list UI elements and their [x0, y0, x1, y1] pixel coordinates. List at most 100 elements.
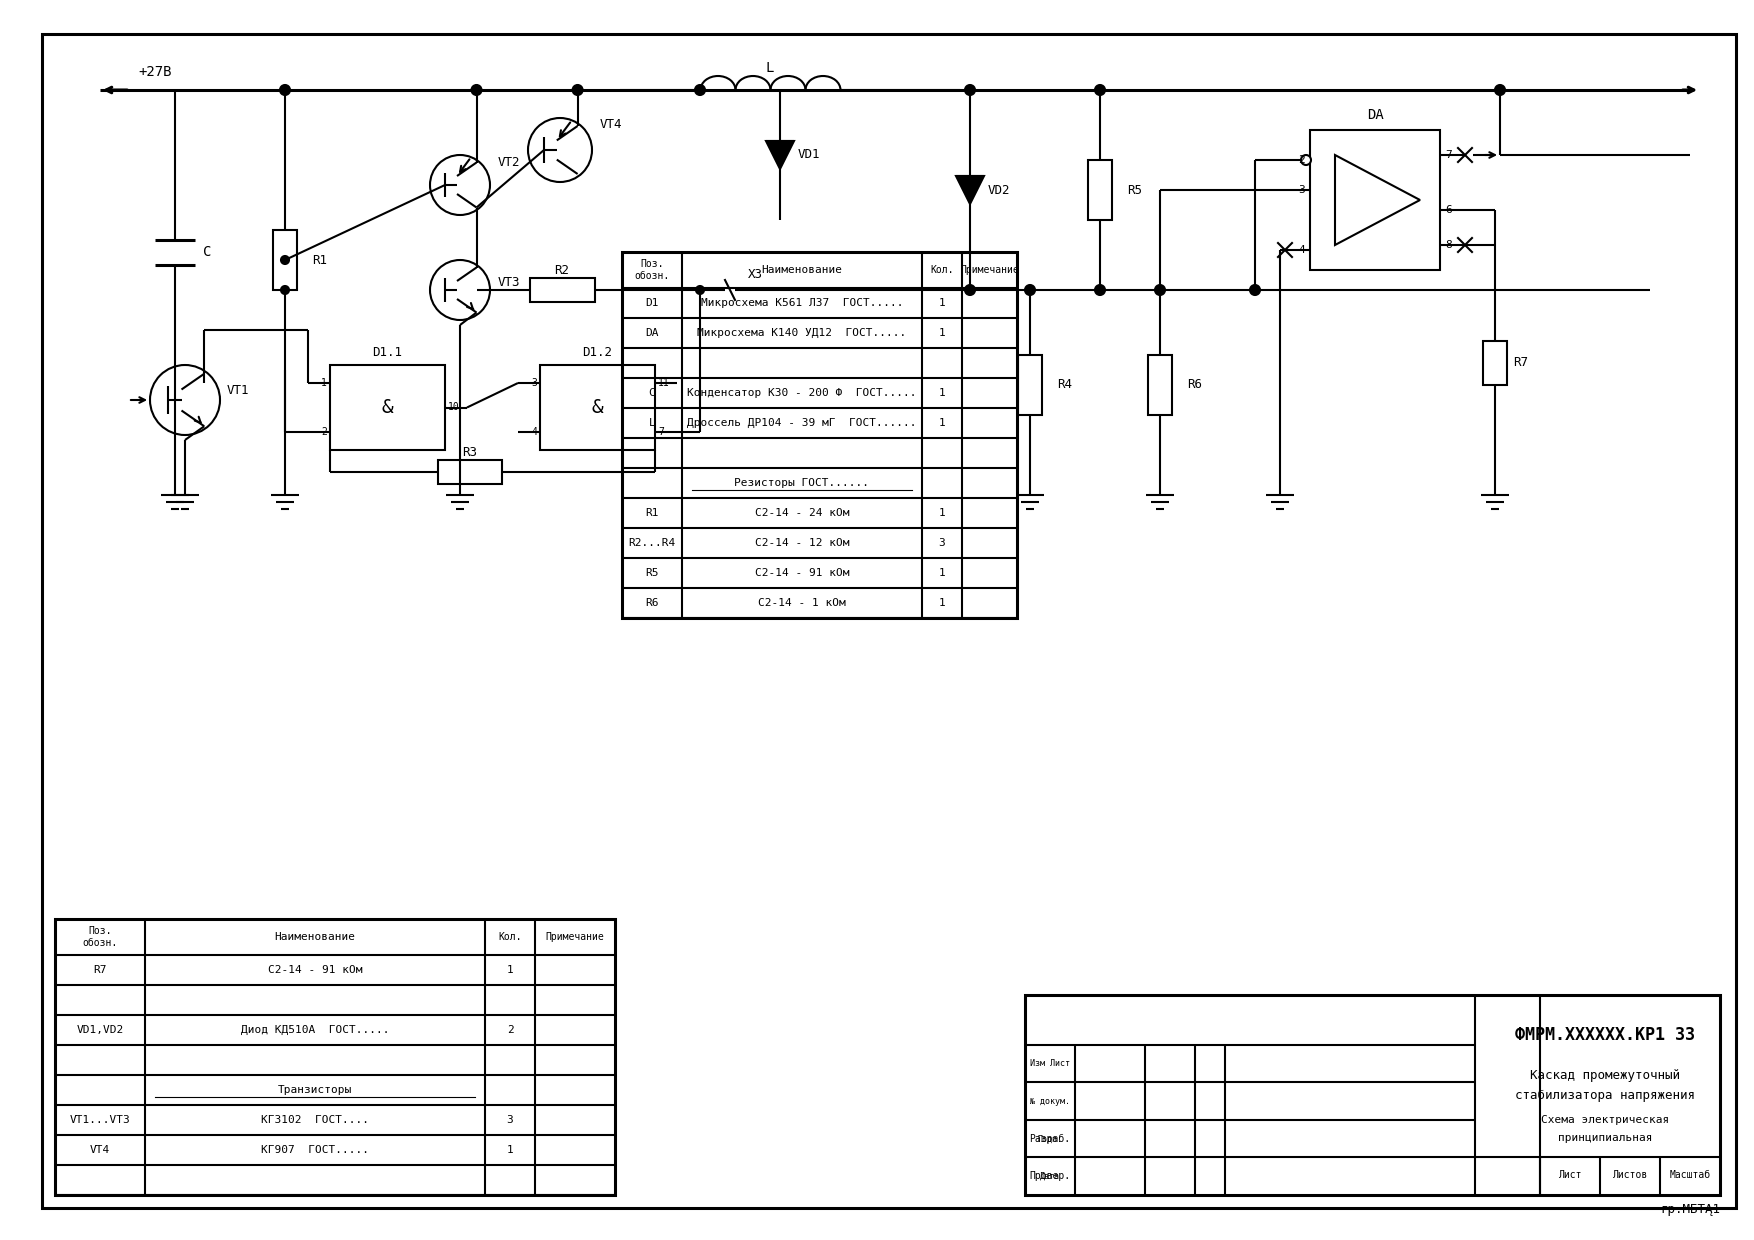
Text: принципиальная: принципиальная: [1558, 1133, 1652, 1143]
Bar: [54, 919, 616, 1195]
Text: Транзисторы: Транзисторы: [277, 1085, 353, 1095]
Text: VT2: VT2: [498, 156, 521, 170]
Text: 1: 1: [938, 598, 945, 608]
Text: 1: 1: [507, 965, 514, 975]
Text: VT3: VT3: [498, 275, 521, 289]
Text: 1: 1: [938, 388, 945, 398]
Text: R2...R4: R2...R4: [628, 538, 675, 548]
Circle shape: [1301, 155, 1310, 165]
Text: D1.2: D1.2: [582, 346, 612, 358]
Text: 2: 2: [1298, 155, 1305, 165]
Bar: [1149, 355, 1172, 415]
Text: C2-14 - 12 кОм: C2-14 - 12 кОм: [754, 538, 849, 548]
Text: VT1...VT3: VT1...VT3: [70, 1115, 130, 1125]
Text: VD1,VD2: VD1,VD2: [77, 1025, 123, 1035]
Text: 1: 1: [938, 568, 945, 578]
Text: R4: R4: [1058, 378, 1072, 392]
Text: R3: R3: [463, 445, 477, 459]
Bar: [274, 229, 296, 290]
Text: 1: 1: [507, 1145, 514, 1154]
Text: R5: R5: [645, 568, 660, 578]
Bar: [1017, 355, 1042, 415]
Bar: [623, 252, 1017, 618]
Text: Примечание: Примечание: [959, 265, 1019, 275]
Circle shape: [281, 86, 289, 95]
Text: VD2: VD2: [988, 184, 1010, 196]
Text: 7: 7: [658, 427, 663, 436]
Circle shape: [695, 86, 705, 95]
Text: &: &: [382, 398, 393, 417]
Text: № докум.: № докум.: [1030, 1097, 1070, 1106]
Text: 4: 4: [531, 427, 537, 436]
Text: Резисторы ГОСТ......: Резисторы ГОСТ......: [735, 477, 870, 489]
Text: 8: 8: [1445, 241, 1452, 250]
Text: 1: 1: [938, 418, 945, 428]
Text: Провер.: Провер.: [1030, 1171, 1070, 1180]
Circle shape: [430, 260, 489, 320]
Text: Микросхема К561 ЛЗ7  ГОСТ.....: Микросхема К561 ЛЗ7 ГОСТ.....: [702, 298, 903, 308]
Circle shape: [472, 86, 482, 95]
Text: Каскад промежуточный: Каскад промежуточный: [1529, 1069, 1680, 1081]
Text: стабилизатора напряжения: стабилизатора напряжения: [1515, 1089, 1694, 1101]
Polygon shape: [766, 141, 795, 169]
Text: Дроссель ДР104 - 39 мГ  ГОСТ......: Дроссель ДР104 - 39 мГ ГОСТ......: [688, 418, 917, 428]
Text: ФМРМ.ХХХХХХ.КР1 33: ФМРМ.ХХХХХХ.КР1 33: [1515, 1025, 1694, 1044]
Text: 1: 1: [938, 298, 945, 308]
Text: C2-14 - 24 кОм: C2-14 - 24 кОм: [754, 508, 849, 518]
Text: R2: R2: [554, 264, 570, 277]
Text: Примечание: Примечание: [545, 932, 605, 942]
Text: Разраб.: Разраб.: [1030, 1133, 1070, 1145]
Text: КГ3102  ГОСТ....: КГ3102 ГОСТ....: [261, 1115, 368, 1125]
Text: X3: X3: [747, 269, 763, 281]
Text: +27В: +27В: [139, 64, 172, 79]
Text: D1.1: D1.1: [372, 346, 402, 358]
Text: 1: 1: [321, 378, 326, 388]
Text: DA: DA: [1366, 108, 1384, 122]
Text: 3: 3: [531, 378, 537, 388]
Circle shape: [1154, 285, 1165, 295]
Text: D1: D1: [645, 298, 660, 308]
Polygon shape: [956, 176, 984, 205]
Bar: [530, 278, 595, 303]
Text: R6: R6: [1187, 378, 1201, 392]
Text: Схема электрическая: Схема электрическая: [1540, 1115, 1670, 1125]
Text: 2: 2: [321, 427, 326, 436]
Text: Лист: Лист: [1558, 1171, 1582, 1180]
Circle shape: [1024, 285, 1035, 295]
Bar: [1087, 160, 1112, 219]
Text: Подп.: Подп.: [1038, 1135, 1063, 1143]
Bar: [540, 365, 654, 450]
Circle shape: [1494, 86, 1505, 95]
Text: 7: 7: [1445, 150, 1452, 160]
Circle shape: [281, 286, 289, 294]
Text: Диод КД510А  ГОСТ.....: Диод КД510А ГОСТ.....: [240, 1025, 389, 1035]
Text: Изм Лист: Изм Лист: [1030, 1059, 1070, 1069]
Text: Поз.
обозн.: Поз. обозн.: [82, 926, 118, 947]
Circle shape: [281, 255, 289, 264]
Circle shape: [696, 286, 703, 294]
Text: Листов: Листов: [1612, 1171, 1647, 1180]
Text: R7: R7: [1514, 356, 1528, 370]
Circle shape: [151, 365, 219, 435]
Text: R7: R7: [93, 965, 107, 975]
Bar: [1024, 994, 1721, 1195]
Text: Конденсатор К30 - 200 Ф  ГОСТ.....: Конденсатор К30 - 200 Ф ГОСТ.....: [688, 388, 917, 398]
Text: C2-14 - 1 кОм: C2-14 - 1 кОм: [758, 598, 845, 608]
Text: L: L: [649, 418, 656, 428]
Text: VT4: VT4: [600, 119, 623, 131]
Text: 3: 3: [938, 538, 945, 548]
Text: DA: DA: [645, 329, 660, 339]
Circle shape: [430, 155, 489, 215]
Text: R5: R5: [1128, 184, 1142, 196]
Circle shape: [1251, 285, 1259, 295]
Text: L: L: [766, 61, 774, 74]
Text: 1: 1: [938, 329, 945, 339]
Text: Масштаб: Масштаб: [1670, 1171, 1710, 1180]
Text: C: C: [203, 246, 212, 259]
Text: VD1: VD1: [798, 149, 821, 161]
Text: VT1: VT1: [226, 383, 249, 397]
Text: 6: 6: [1445, 205, 1452, 215]
Text: Поз.
обозн.: Поз. обозн.: [635, 259, 670, 280]
Text: Наименование: Наименование: [274, 932, 356, 942]
Text: C2-14 - 91 кОм: C2-14 - 91 кОм: [268, 965, 363, 975]
